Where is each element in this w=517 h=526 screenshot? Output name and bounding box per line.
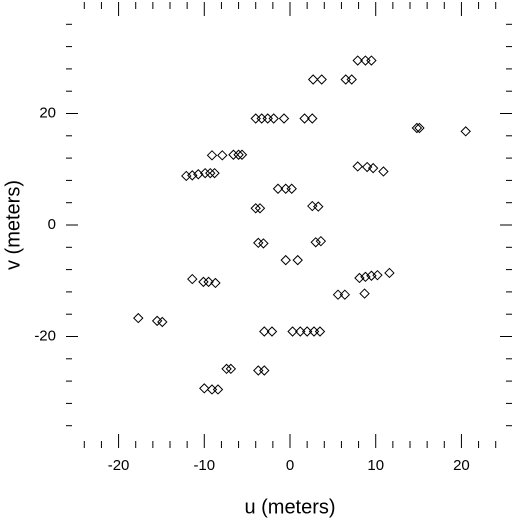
point [233,149,244,160]
point [193,169,204,180]
point [262,113,273,124]
point [299,113,310,124]
point [332,289,344,300]
x-tick-label: 0 [286,457,294,474]
point [301,326,313,337]
point [295,326,306,337]
point [307,74,319,85]
point [367,162,379,174]
point [187,273,198,285]
point [352,161,363,172]
point [250,113,261,124]
point [411,122,423,134]
point [181,170,192,182]
point [210,277,221,289]
x-axis-title: u (meters) [244,496,335,518]
point [254,203,266,214]
x-tick-label: 10 [367,457,384,474]
point [280,183,291,194]
point [372,269,383,281]
point [151,315,163,327]
y-tick-label: -20 [34,327,56,344]
point [225,363,237,375]
point [253,365,264,376]
point [212,384,224,395]
point [259,365,270,376]
point [259,326,270,337]
point [313,201,324,212]
point [310,237,321,248]
point [266,326,278,337]
point [359,288,370,299]
point [361,161,373,173]
point [268,113,279,124]
point [314,326,326,337]
y-axis-title: v (meters) [2,180,24,270]
point [360,271,371,283]
point [384,267,395,279]
point [292,254,303,266]
point [340,74,351,85]
point [221,363,232,375]
point [316,74,327,85]
point [272,183,284,194]
y-tick-label: 0 [48,216,56,233]
point [366,270,377,281]
point [187,170,198,181]
point [203,276,214,288]
x-tick-label: -20 [108,457,130,474]
point [414,122,425,134]
point [366,55,377,66]
point [256,113,267,124]
point [286,183,297,194]
point [315,235,327,247]
point [352,55,363,66]
point [307,200,318,212]
point [250,203,261,214]
point [460,126,471,137]
point [198,276,209,288]
point [236,149,248,160]
point [199,383,210,394]
point [360,55,371,66]
point [307,113,318,124]
point [354,272,365,284]
point [378,166,389,177]
x-tick-label: -10 [193,457,215,474]
point [133,312,144,324]
point [206,384,218,395]
point [205,167,216,179]
point [209,167,220,179]
y-tick-label: 20 [39,104,56,121]
point [253,237,264,249]
point [157,316,168,328]
point [287,326,298,337]
x-tick-label: 20 [453,457,470,474]
point [258,238,269,249]
point [217,150,228,161]
point [339,289,351,300]
point [308,326,320,337]
point [278,113,290,124]
point [280,254,291,266]
point [346,74,357,85]
point [206,150,218,161]
